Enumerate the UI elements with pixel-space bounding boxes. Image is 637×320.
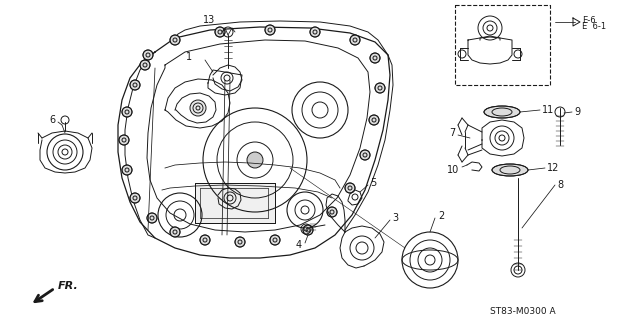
Circle shape <box>170 227 180 237</box>
Circle shape <box>369 115 379 125</box>
Circle shape <box>235 237 245 247</box>
Text: 3: 3 <box>392 213 398 223</box>
Circle shape <box>119 135 129 145</box>
Text: E-6: E-6 <box>582 15 596 25</box>
Text: 13: 13 <box>203 15 215 25</box>
Circle shape <box>130 80 140 90</box>
Circle shape <box>147 213 157 223</box>
Circle shape <box>170 35 180 45</box>
Bar <box>455 5 550 85</box>
Circle shape <box>247 152 263 168</box>
Circle shape <box>310 27 320 37</box>
Circle shape <box>327 207 337 217</box>
Circle shape <box>200 235 210 245</box>
Text: 2: 2 <box>438 211 444 221</box>
Text: 10: 10 <box>447 165 459 175</box>
Circle shape <box>270 235 280 245</box>
Text: 8: 8 <box>557 180 563 190</box>
Circle shape <box>130 193 140 203</box>
Text: 1: 1 <box>186 52 192 62</box>
Circle shape <box>345 183 355 193</box>
Text: 4: 4 <box>296 240 302 250</box>
Circle shape <box>375 83 385 93</box>
Bar <box>195 183 275 223</box>
Text: 12: 12 <box>547 163 559 173</box>
Circle shape <box>265 25 275 35</box>
Text: 7: 7 <box>448 128 455 138</box>
Text: E  6-1: E 6-1 <box>582 21 606 30</box>
Ellipse shape <box>492 164 528 176</box>
Circle shape <box>190 100 206 116</box>
Text: 6: 6 <box>49 115 55 125</box>
Circle shape <box>140 60 150 70</box>
Circle shape <box>143 50 153 60</box>
Circle shape <box>303 225 313 235</box>
Ellipse shape <box>484 106 520 118</box>
Text: 9: 9 <box>574 107 580 117</box>
Text: ST83-M0300 A: ST83-M0300 A <box>490 308 555 316</box>
Text: FR.: FR. <box>58 281 79 291</box>
Circle shape <box>370 53 380 63</box>
Circle shape <box>350 35 360 45</box>
Text: 11: 11 <box>542 105 554 115</box>
Circle shape <box>215 27 225 37</box>
Text: 5: 5 <box>370 178 376 188</box>
Bar <box>195 183 275 223</box>
Circle shape <box>360 150 370 160</box>
Circle shape <box>122 107 132 117</box>
Circle shape <box>122 165 132 175</box>
